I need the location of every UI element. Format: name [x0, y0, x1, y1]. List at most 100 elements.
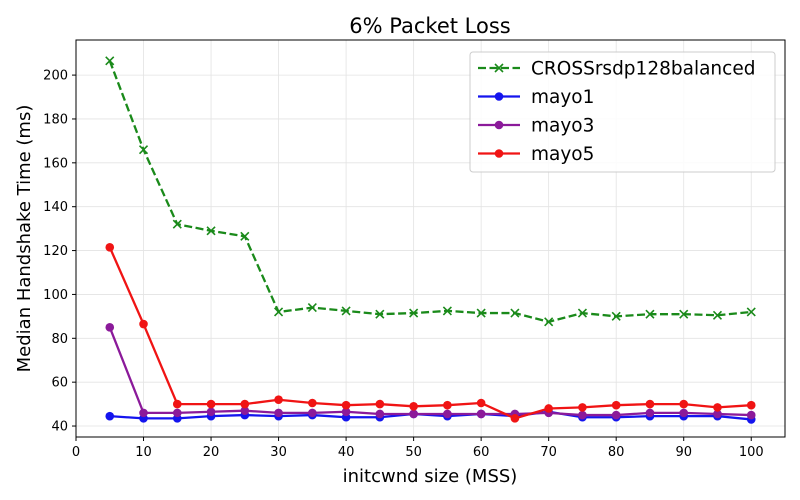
x-tick-label: 50	[405, 445, 422, 460]
x-tick-label: 20	[203, 445, 220, 460]
legend-marker-mayo3	[494, 120, 504, 130]
series-mayo5	[105, 242, 756, 423]
data-point-mayo5	[713, 403, 722, 412]
x-axis-ticks: 0 10 20 30 40 50 60 70 80 90 100	[72, 437, 764, 460]
data-point-crossrsdp128balanced-stroke	[746, 307, 756, 317]
y-axis-ticks: 40 60 80 100 120 140 160 180 200	[43, 69, 76, 435]
legend-item-mayo5: mayo5	[478, 144, 594, 165]
data-point-crossrsdp128balanced-stroke	[409, 308, 419, 318]
data-point-mayo5	[611, 400, 621, 410]
data-point-crossrsdp128balanced-stroke	[510, 308, 520, 318]
data-point-crossrsdp128balanced	[679, 309, 689, 319]
data-point-mayo5	[578, 403, 587, 412]
legend-label-mayo3: mayo3	[531, 116, 594, 137]
data-point-crossrsdp128balanced-stroke	[307, 303, 317, 313]
data-point-mayo5	[139, 319, 148, 329]
data-point-mayo3	[172, 408, 182, 418]
data-point-crossrsdp128balanced-stroke	[577, 308, 587, 318]
data-point-crossrsdp128balanced	[274, 307, 284, 317]
data-point-mayo3	[476, 409, 486, 419]
legend-item-mayo1: mayo1	[478, 87, 594, 108]
data-point-crossrsdp128balanced	[577, 308, 587, 318]
data-point-mayo3	[139, 408, 148, 418]
data-point-mayo3	[645, 408, 655, 418]
chart-title: 6% Packet Loss	[349, 14, 510, 38]
data-point-crossrsdp128balanced-stroke	[645, 309, 655, 319]
data-point-mayo1	[105, 411, 115, 421]
data-point-crossrsdp128balanced	[105, 56, 115, 66]
x-tick-label: 60	[473, 445, 490, 460]
data-point-mayo5	[679, 399, 689, 409]
data-point-crossrsdp128balanced	[240, 231, 250, 241]
data-point-crossrsdp128balanced-stroke	[375, 309, 385, 319]
series-line-crossrsdp128balanced	[108, 60, 752, 324]
y-tick-label: 60	[51, 376, 68, 391]
y-tick-label: 100	[43, 288, 68, 303]
data-point-mayo5	[476, 398, 486, 408]
data-point-crossrsdp128balanced	[409, 308, 419, 318]
data-point-mayo5	[274, 395, 283, 405]
data-point-crossrsdp128balanced-stroke	[138, 145, 149, 155]
data-point-mayo3	[206, 407, 216, 417]
data-point-crossrsdp128balanced	[712, 310, 723, 320]
data-point-mayo5	[645, 399, 655, 409]
data-point-mayo5	[172, 399, 182, 409]
legend-label-crossrsdp128balanced: CROSSrsdp128balanced	[531, 59, 755, 80]
data-point-crossrsdp128balanced-stroke	[341, 306, 351, 316]
data-point-crossrsdp128balanced-stroke	[442, 306, 452, 316]
legend-marker-crossrsdp128balanced-stroke	[494, 63, 504, 73]
y-tick-label: 120	[43, 244, 68, 259]
data-point-mayo3	[274, 408, 283, 418]
data-point-mayo3	[679, 408, 689, 418]
x-tick-label: 90	[675, 445, 692, 460]
x-tick-label: 10	[135, 445, 152, 460]
data-point-crossrsdp128balanced-stroke	[172, 219, 182, 229]
data-point-crossrsdp128balanced	[510, 308, 520, 318]
data-point-mayo5	[240, 399, 250, 409]
data-point-crossrsdp128balanced-stroke	[544, 317, 554, 327]
x-tick-label: 0	[72, 445, 80, 460]
data-point-crossrsdp128balanced-stroke	[611, 311, 621, 321]
data-point-mayo3	[105, 323, 115, 332]
data-point-crossrsdp128balanced	[476, 308, 486, 318]
data-point-crossrsdp128balanced	[341, 306, 351, 316]
series-line-mayo3	[108, 326, 752, 417]
legend-item-mayo3: mayo3	[478, 116, 594, 137]
data-point-crossrsdp128balanced	[442, 306, 452, 316]
plot-frame	[75, 39, 786, 438]
data-point-crossrsdp128balanced-stroke	[274, 307, 284, 317]
data-point-crossrsdp128balanced	[746, 307, 756, 317]
data-point-mayo5	[308, 398, 317, 408]
data-point-mayo3	[578, 410, 587, 420]
x-tick-label: 100	[739, 445, 764, 460]
data-point-crossrsdp128balanced	[645, 309, 655, 319]
y-tick-label: 80	[51, 332, 68, 347]
data-point-mayo5	[544, 404, 553, 413]
data-point-mayo5	[375, 399, 385, 409]
data-point-mayo5	[443, 400, 452, 410]
y-tick-label: 40	[51, 420, 68, 435]
data-point-crossrsdp128balanced	[206, 226, 216, 236]
series-crossrsdp128balanced	[105, 56, 756, 327]
y-tick-label: 160	[43, 156, 68, 171]
x-tick-label: 70	[540, 445, 557, 460]
y-axis-label: Median Handshake Time (ms)	[14, 105, 35, 373]
legend-label-mayo1: mayo1	[531, 87, 594, 108]
data-point-mayo3	[375, 409, 385, 419]
series-layer	[105, 56, 756, 424]
x-tick-label: 30	[270, 445, 287, 460]
data-point-mayo5	[409, 401, 418, 411]
data-point-crossrsdp128balanced-stroke	[476, 308, 486, 318]
legend-item-crossrsdp128balanced: CROSSrsdp128balanced	[478, 59, 755, 80]
data-point-mayo3	[713, 409, 722, 419]
data-point-crossrsdp128balanced-stroke	[105, 56, 115, 66]
legend-label-mayo5: mayo5	[531, 144, 594, 165]
data-point-mayo5	[206, 399, 216, 409]
y-tick-label: 200	[43, 69, 68, 84]
data-point-mayo3	[443, 409, 452, 419]
data-point-mayo3	[409, 409, 418, 419]
legend: CROSSrsdp128balanced mayo1 mayo3 mayo5	[469, 51, 776, 173]
data-point-crossrsdp128balanced	[172, 219, 182, 229]
x-axis-label: initcwnd size (MSS)	[343, 466, 518, 487]
